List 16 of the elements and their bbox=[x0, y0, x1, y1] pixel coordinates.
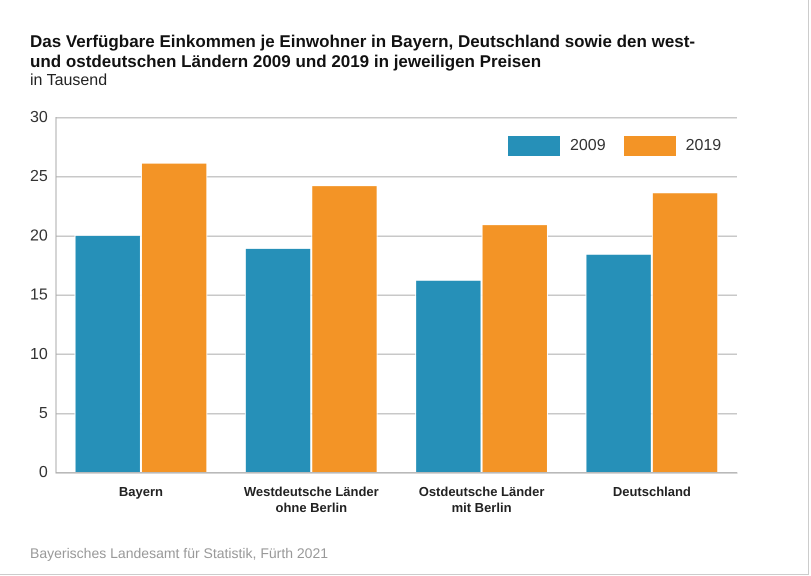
y-tick-label: 25 bbox=[30, 168, 48, 186]
x-tick-label: Bayern bbox=[118, 484, 164, 500]
legend-label: 2019 bbox=[686, 136, 722, 155]
chart-title: Das Verfügbare Einkommen je Einwohner in Bayern, Deutschland sowie den west- und ostdeutschen Ländern 2009 und 2019 in jeweiligen Preisen bbox=[30, 32, 696, 72]
y-tick-label: 5 bbox=[38, 405, 48, 422]
y-tick-label: 20 bbox=[30, 227, 48, 244]
y-tick-label: 0 bbox=[38, 464, 48, 482]
chart-subtitle: in Tausend bbox=[30, 72, 108, 90]
x-tick-label: Westdeutsche Länder ohne Berlin bbox=[244, 484, 379, 515]
x-tick-label: Ostdeutsche Länder mit Berlin bbox=[418, 484, 544, 515]
x-tick-label: Deutschland bbox=[612, 484, 691, 500]
y-tick-label: 10 bbox=[30, 346, 48, 363]
legend-label: 2009 bbox=[570, 136, 606, 155]
text: Bayerisches Landesamt für Statistik, Fürth 2021 bbox=[30, 545, 328, 561]
y-tick-label: 30 bbox=[30, 109, 48, 126]
y-tick-label: 15 bbox=[30, 286, 48, 304]
